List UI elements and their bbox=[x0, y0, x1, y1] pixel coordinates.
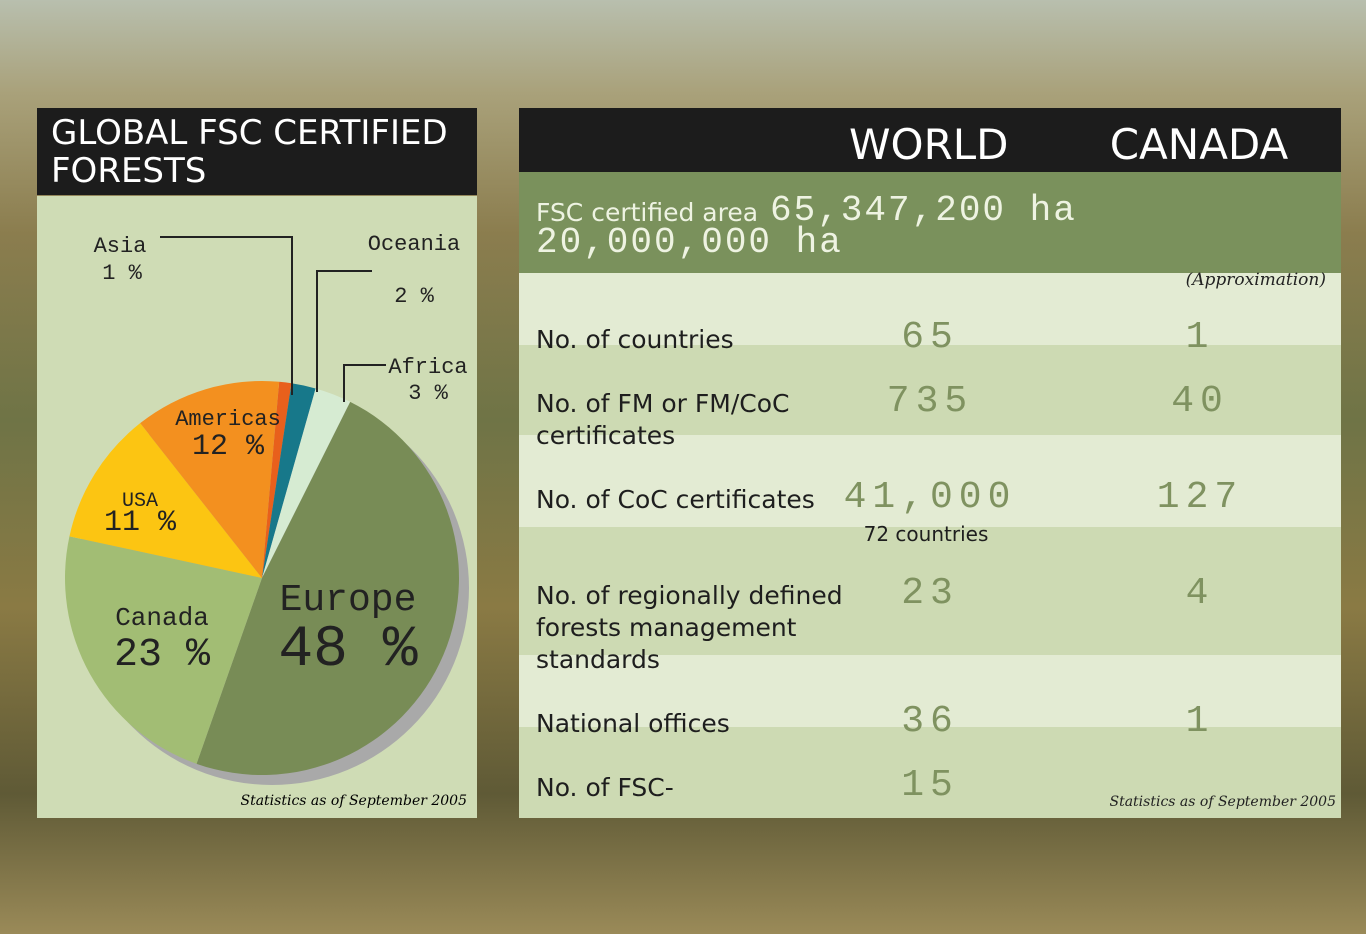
slice-label: Asia bbox=[94, 234, 147, 259]
slice-label: Oceania bbox=[368, 232, 460, 257]
slice-value: 3 % bbox=[408, 381, 448, 406]
world-value: 36 bbox=[780, 700, 1080, 743]
row-label: National offices bbox=[536, 708, 816, 740]
world-value: 23 bbox=[780, 572, 1080, 615]
row-label: No. of CoC certificates bbox=[536, 484, 816, 516]
page: GLOBAL FSC CERTIFIED FORESTS Statistics … bbox=[0, 0, 1366, 934]
table-header: WORLD CANADA bbox=[519, 108, 1341, 172]
slice-label: Canada bbox=[115, 603, 209, 633]
area-canada: 20,000,000 ha bbox=[536, 222, 843, 263]
slice-label: Americas bbox=[175, 407, 281, 432]
slice-value: 1 % bbox=[102, 261, 142, 286]
world-note: 72 countries bbox=[780, 522, 1072, 546]
slice-label: Africa bbox=[388, 355, 467, 380]
world-value: 735 bbox=[780, 380, 1080, 423]
column-header: WORLD bbox=[849, 120, 999, 169]
canada-value: 4 bbox=[1050, 572, 1350, 615]
canada-value: 1 bbox=[1050, 316, 1350, 359]
world-value: 41,000 bbox=[780, 476, 1080, 519]
area-note: (Approximation) bbox=[1130, 270, 1326, 290]
slice-value: 11 % bbox=[104, 506, 177, 540]
world-value: 65 bbox=[780, 316, 1080, 359]
canada-value: 127 bbox=[1050, 476, 1350, 519]
column-header: CANADA bbox=[1099, 120, 1299, 169]
row-label: No. of FSC- bbox=[536, 772, 816, 804]
row-label: No. of FM or FM/CoC certificates bbox=[536, 388, 816, 452]
row-label: No. of countries bbox=[536, 324, 816, 356]
slice-value: 48 % bbox=[278, 618, 417, 683]
slice-value: 12 % bbox=[192, 430, 265, 464]
chart-note: Statistics as of September 2005 bbox=[240, 793, 467, 809]
slice-value: 23 % bbox=[114, 633, 211, 678]
slice-label: Europe bbox=[280, 579, 417, 622]
leader-line bbox=[344, 365, 386, 402]
table-note: Statistics as of September 2005 bbox=[1100, 794, 1336, 810]
world-value: 15 bbox=[780, 764, 1080, 807]
canada-value: 40 bbox=[1050, 380, 1350, 423]
canada-value: 1 bbox=[1050, 700, 1350, 743]
leader-line bbox=[160, 237, 292, 395]
slice-value: 2 % bbox=[394, 284, 434, 309]
